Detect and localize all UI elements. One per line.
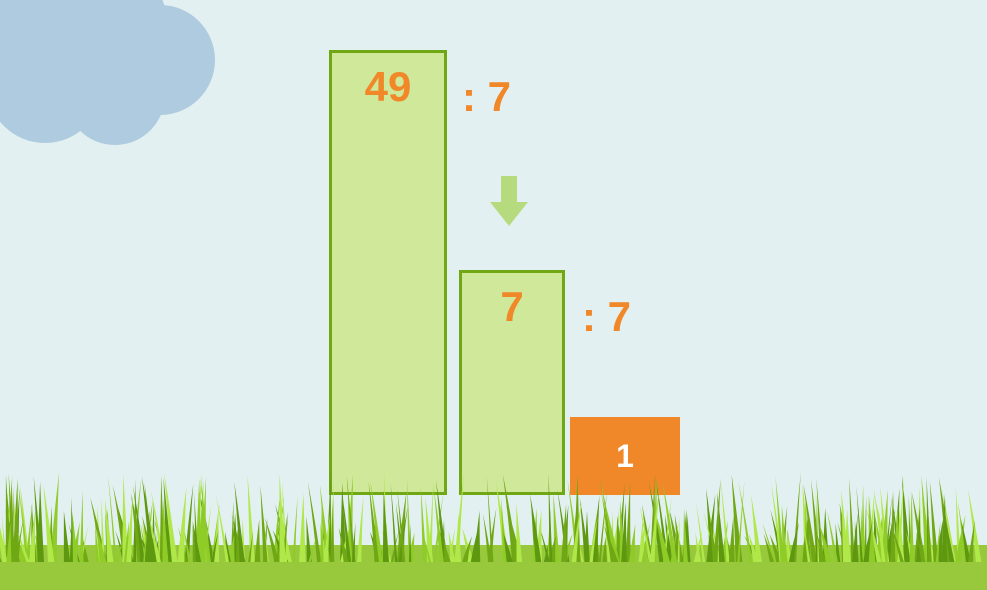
divisor-label-0: : 7 [462, 73, 511, 121]
divisor-label-1: : 7 [582, 293, 631, 341]
cloud-shape [0, 0, 240, 150]
scene-container: 49: 77: 71 [0, 0, 987, 590]
bars-container: 49: 77: 71 [329, 50, 680, 495]
bar-value-0: 49 [365, 63, 412, 111]
bar-value-1: 7 [500, 283, 523, 331]
grass-decoration [0, 462, 987, 562]
down-arrow-icon [490, 176, 528, 231]
bar-0: 49: 7 [329, 50, 447, 495]
